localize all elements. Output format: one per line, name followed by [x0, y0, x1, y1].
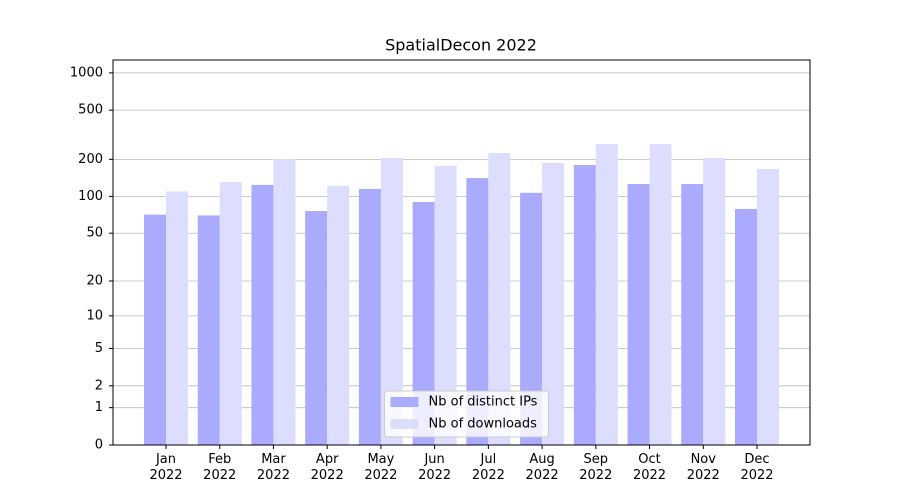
- y-tick-label: 50: [86, 226, 103, 241]
- bar: [380, 158, 403, 445]
- bar: [197, 215, 220, 445]
- bar: [166, 191, 188, 445]
- x-tick-label: Jan 2022: [149, 452, 183, 483]
- y-tick-label: 10: [86, 308, 103, 323]
- x-tick-label: Mar 2022: [256, 452, 290, 483]
- bar: [649, 144, 672, 445]
- y-tick-label: 2: [95, 378, 103, 393]
- bar: [434, 165, 457, 445]
- x-tick-label: Oct 2022: [632, 452, 667, 483]
- legend-label: Nb of distinct IPs: [429, 395, 538, 410]
- bar: [735, 208, 757, 445]
- bar: [219, 181, 242, 445]
- chart-title: SpatialDecon 2022: [385, 36, 537, 55]
- y-tick-label: 100: [78, 189, 103, 204]
- bar: [273, 159, 296, 445]
- bar: [144, 214, 166, 445]
- legend-swatch: [390, 419, 419, 429]
- bar: [488, 153, 511, 445]
- legend-label: Nb of downloads: [429, 417, 538, 432]
- bar: [681, 184, 704, 446]
- y-tick-label: 1: [95, 400, 103, 415]
- bar: [358, 188, 381, 445]
- x-tick-label: Aug 2022: [525, 452, 559, 483]
- bar: [757, 169, 779, 445]
- bar: [305, 211, 328, 445]
- x-tick-label: Jul 2022: [471, 452, 505, 483]
- plot-frame: [112, 59, 811, 446]
- legend-swatch: [390, 397, 419, 407]
- bar: [251, 184, 274, 445]
- bar: [573, 164, 596, 445]
- x-tick-label: Nov 2022: [686, 452, 720, 483]
- x-tick-label: Feb 2022: [203, 452, 237, 483]
- bar: [542, 162, 565, 445]
- x-tick-label: Apr 2022: [310, 452, 344, 483]
- y-tick-label: 500: [78, 103, 103, 118]
- y-tick-label: 20: [86, 274, 103, 289]
- x-tick-label: Jun 2022: [418, 452, 452, 483]
- bar: [703, 158, 726, 445]
- bar: [627, 184, 650, 446]
- bar: [520, 192, 543, 445]
- x-tick-label: May 2022: [364, 452, 398, 483]
- y-tick-label: 1000: [70, 65, 103, 80]
- x-tick-label: Sep 2022: [579, 452, 613, 483]
- y-tick-label: 200: [78, 152, 103, 167]
- bar: [327, 185, 350, 446]
- x-tick-label: Dec 2022: [740, 452, 774, 483]
- bar: [466, 178, 489, 446]
- y-tick-label: 0: [95, 438, 103, 453]
- bar: [595, 144, 618, 445]
- legend-box: [384, 390, 549, 438]
- bar: [412, 202, 435, 445]
- y-tick-label: 5: [95, 341, 103, 356]
